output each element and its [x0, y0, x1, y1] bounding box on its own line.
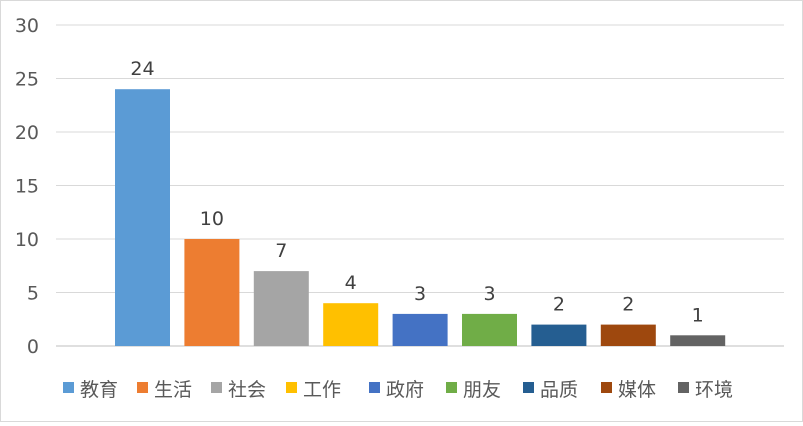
legend-label: 政府: [386, 379, 424, 401]
legend-label: 社会: [228, 379, 266, 401]
y-tick-label: 30: [15, 15, 39, 37]
legend-swatch: [137, 382, 148, 393]
legend-swatch: [523, 382, 534, 393]
bar-5: [392, 313, 448, 346]
legend-label: 媒体: [618, 379, 656, 401]
legend-label: 朋友: [463, 379, 501, 401]
data-label: 3: [483, 283, 495, 305]
data-label: 24: [130, 58, 154, 80]
bar-2: [184, 239, 240, 346]
legend-label: 环境: [695, 379, 733, 401]
legend-label: 工作: [303, 379, 341, 401]
y-axis-ticks: 0 5 10 15 20 25 30: [15, 15, 39, 358]
data-label: 7: [275, 240, 287, 262]
y-tick-label: 5: [27, 283, 39, 305]
legend-swatch: [63, 382, 74, 393]
bar-3: [253, 271, 309, 346]
bar-6: [462, 313, 517, 346]
legend-swatch: [369, 382, 380, 393]
y-tick-label: 15: [15, 176, 39, 198]
legend-label: 教育: [80, 379, 118, 401]
legend-label: 品质: [540, 379, 578, 401]
legend-swatch: [286, 382, 297, 393]
y-tick-label: 25: [15, 69, 39, 91]
y-tick-label: 20: [15, 122, 39, 144]
data-label: 3: [414, 283, 426, 305]
legend: 教育 生活 社会 工作 政府 朋友 品质 媒体 环境: [63, 379, 733, 401]
data-label: 10: [200, 208, 224, 230]
legend-swatch: [601, 382, 612, 393]
bar-7: [531, 324, 587, 346]
legend-swatch: [446, 382, 457, 393]
bar-4: [323, 303, 379, 346]
bar-9: [670, 335, 726, 346]
gridlines: [56, 24, 784, 347]
data-labels: 24 10 7 4 3 3 2 2 1: [130, 58, 703, 326]
bar-1: [115, 89, 170, 346]
y-tick-label: 10: [15, 229, 39, 251]
legend-label: 生活: [154, 379, 192, 401]
bars: [115, 89, 726, 346]
data-label: 4: [345, 272, 357, 294]
data-label: 2: [622, 294, 634, 316]
bar-8: [600, 324, 656, 346]
y-tick-label: 0: [27, 336, 39, 358]
legend-swatch: [678, 382, 689, 393]
data-label: 1: [692, 304, 704, 326]
data-label: 2: [553, 294, 565, 316]
legend-swatch: [211, 382, 222, 393]
